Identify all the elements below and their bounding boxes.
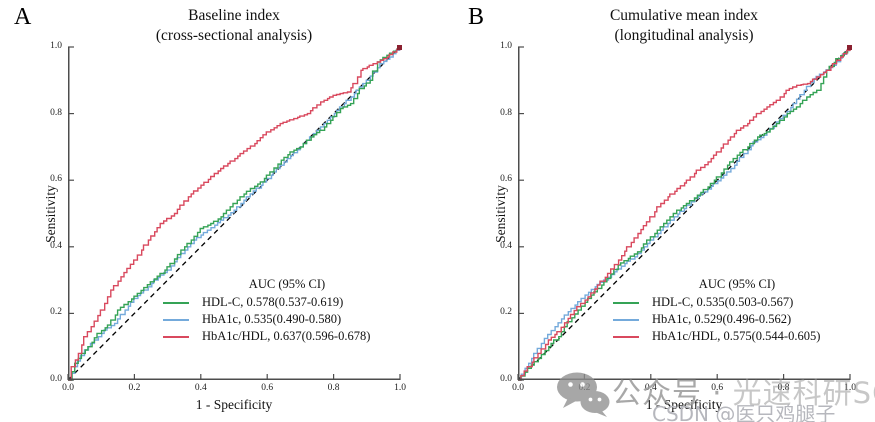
x-tick-label: 0.8 — [777, 383, 790, 393]
panel-a-x-axis-label: 1 - Specificity — [195, 397, 273, 412]
panel-a-title-line1: Baseline index — [188, 7, 280, 24]
x-tick-label: 0.2 — [128, 383, 141, 393]
legend-row: HbA1c/HDL, 0.637(0.596-0.678) — [163, 328, 377, 345]
hba1c-auc-label: HbA1c, 0.535(0.490-0.580) — [202, 312, 342, 326]
y-tick-label: 0.0 — [50, 374, 62, 384]
hdl-c-auc-label: HDL-C, 0.578(0.537-0.619) — [202, 295, 344, 309]
y-tick-label: 0.0 — [500, 374, 512, 384]
legend-row: HbA1c, 0.535(0.490-0.580) — [163, 311, 377, 328]
x-tick-label: 0.4 — [194, 383, 207, 393]
hba1c-hdl-line-swatch — [613, 335, 639, 338]
x-tick-label: 0.0 — [512, 383, 524, 393]
panel-a-legend: AUC (95% CI) HDL-C, 0.578(0.537-0.619) H… — [163, 277, 377, 345]
panel-b: B Cumulative mean index (longitudinal an… — [450, 0, 875, 422]
hba1c-line-swatch — [163, 318, 189, 321]
hba1c-hdl-line-swatch — [163, 335, 189, 338]
legend-row: HbA1c, 0.529(0.496-0.562) — [613, 311, 827, 328]
y-tick-label: 0.8 — [50, 107, 62, 118]
panel-a-roc-plot — [67, 45, 402, 381]
x-tick-label: 0.4 — [644, 383, 657, 393]
panel-a-title: Baseline index (cross-sectional analysis… — [68, 6, 400, 46]
x-tick-label: 0.8 — [327, 383, 340, 393]
y-tick-label: 0.8 — [500, 107, 512, 118]
panel-b-letter: B — [468, 4, 485, 30]
y-tick-label: 0.2 — [50, 307, 62, 318]
hba1c-auc-label: HbA1c, 0.529(0.496-0.562) — [652, 312, 792, 326]
hdl-c-line-swatch — [613, 301, 639, 304]
hdl-c-auc-label: HDL-C, 0.535(0.503-0.567) — [652, 295, 794, 309]
panel-b-x-axis-label: 1 - Specificity — [645, 397, 723, 412]
legend-row: HDL-C, 0.578(0.537-0.619) — [163, 294, 377, 311]
panel-a-y-axis-label: Sensitivity — [42, 184, 58, 243]
x-tick-label: 0.2 — [578, 383, 591, 393]
x-tick-label: 1.0 — [394, 383, 406, 393]
panel-b-title-line2: (longitudinal analysis) — [614, 26, 754, 44]
y-tick-label: 0.2 — [500, 307, 512, 318]
legend-row: HbA1c/HDL, 0.575(0.544-0.605) — [613, 328, 827, 345]
hdl-c-line-swatch — [163, 301, 189, 304]
panel-a-plot-area: Sensitivity 1 - Specificity AUC (95% CI)… — [43, 41, 406, 412]
panel-b-plot-area: Sensitivity 1 - Specificity AUC (95% CI)… — [493, 41, 856, 412]
y-tick-label: 0.6 — [50, 174, 62, 185]
panel-b-legend-title: AUC (95% CI) — [698, 277, 776, 291]
panel-a-letter: A — [14, 4, 32, 30]
hba1c-hdl-auc-label: HbA1c/HDL, 0.637(0.596-0.678) — [202, 329, 371, 343]
panel-a-title-line2: (cross-sectional analysis) — [155, 26, 313, 44]
panel-b-y-axis-label: Sensitivity — [492, 184, 508, 243]
y-tick-label: 1.0 — [50, 41, 62, 51]
y-tick-label: 0.4 — [50, 240, 62, 251]
y-tick-label: 0.6 — [500, 174, 512, 185]
x-tick-label: 0.0 — [62, 383, 74, 393]
hba1c-hdl-auc-label: HbA1c/HDL, 0.575(0.544-0.605) — [652, 329, 821, 343]
x-tick-label: 0.6 — [711, 383, 724, 393]
panel-a: A Baseline index (cross-sectional analys… — [14, 4, 406, 412]
panel-b-title-line1: Cumulative mean index — [609, 7, 759, 24]
x-tick-label: 0.6 — [261, 383, 274, 393]
x-tick-label: 1.0 — [844, 383, 856, 393]
hba1c-line-swatch — [613, 318, 639, 321]
panel-b-legend: AUC (95% CI) HDL-C, 0.535(0.503-0.567) H… — [613, 277, 827, 345]
y-tick-label: 0.4 — [500, 240, 512, 251]
panel-b-title: Cumulative mean index (longitudinal anal… — [518, 6, 850, 46]
panel-a-legend-title: AUC (95% CI) — [248, 277, 326, 291]
y-tick-label: 1.0 — [500, 41, 512, 51]
legend-row: HDL-C, 0.535(0.503-0.567) — [613, 294, 827, 311]
